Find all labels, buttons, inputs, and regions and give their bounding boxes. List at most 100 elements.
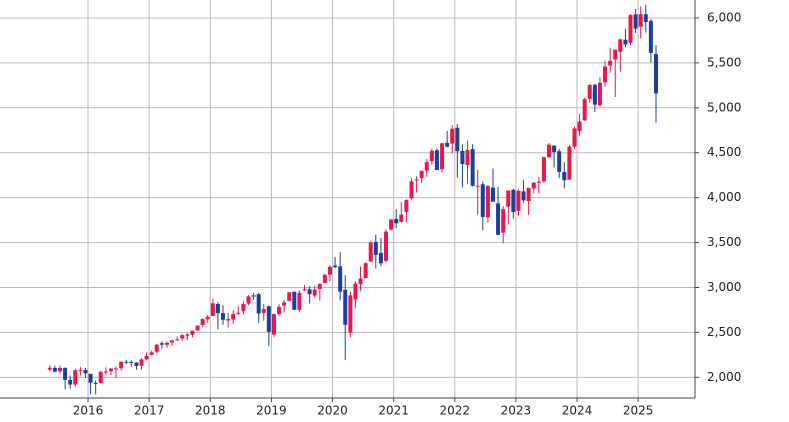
candle-body [378, 252, 383, 264]
candle-body [83, 369, 88, 374]
candle-body [154, 344, 159, 352]
candle-body [562, 172, 567, 181]
candle-body [134, 362, 139, 367]
candle-body [205, 316, 210, 320]
candle-body [170, 340, 175, 343]
candle-body [597, 82, 602, 106]
y-tick-label: 5,500 [707, 55, 741, 69]
x-tick-label: 2025 [623, 404, 654, 418]
candle-body [317, 284, 322, 290]
candle-body [394, 218, 399, 224]
candle-body [226, 319, 231, 321]
x-tick-label: 2022 [440, 404, 471, 418]
candle-body [241, 304, 246, 312]
candle-body [536, 181, 541, 183]
candle-body [470, 149, 475, 186]
candle-body [119, 361, 124, 369]
candle-body [282, 302, 287, 306]
candle-body [465, 150, 470, 166]
candle-body [450, 128, 455, 144]
candle-body [603, 66, 608, 83]
x-tick-label: 2018 [195, 404, 226, 418]
candle-body [195, 325, 200, 331]
candle-body [312, 289, 317, 296]
y-tick-label: 2,500 [707, 325, 741, 339]
candle-body [175, 339, 180, 341]
candle-body [399, 214, 404, 222]
candle-body [389, 219, 394, 230]
candle-body [608, 60, 613, 66]
x-tick-label: 2017 [134, 404, 165, 418]
candle-body [93, 382, 98, 384]
x-tick-label: 2023 [501, 404, 532, 418]
y-tick-label: 4,500 [707, 145, 741, 159]
candle-body [78, 370, 83, 372]
candle-body [582, 99, 587, 121]
candle-body [307, 289, 312, 295]
y-tick-label: 4,000 [707, 190, 741, 204]
candle-body [190, 330, 195, 335]
candle-body [215, 303, 220, 314]
candle-body [511, 189, 516, 213]
candle-body [88, 373, 93, 383]
candle-body [73, 370, 78, 385]
candle-body [261, 309, 266, 313]
candle-body [297, 292, 302, 310]
candle-body [475, 185, 480, 187]
candle-body [577, 121, 582, 131]
candle-body [129, 361, 134, 363]
candle-body [501, 209, 506, 233]
candle-body [409, 181, 414, 199]
candle-body [485, 185, 490, 218]
candle-body [144, 355, 149, 360]
candle-body [63, 367, 68, 380]
y-tick-label: 3,500 [707, 235, 741, 249]
candle-body [384, 231, 389, 261]
candle-body [419, 170, 424, 179]
candle-body [185, 334, 190, 336]
x-tick-label: 2021 [378, 404, 409, 418]
candle-body [404, 200, 409, 212]
candle-body [348, 295, 353, 333]
candle-body [628, 15, 633, 43]
y-tick-label: 5,000 [707, 100, 741, 114]
candle-body [108, 368, 113, 372]
candle-body [587, 84, 592, 100]
candle-body [557, 151, 562, 172]
candle-body [58, 367, 63, 372]
y-tick-label: 3,000 [707, 280, 741, 294]
x-tick-label: 2024 [562, 404, 593, 418]
candle-body [322, 274, 327, 284]
candle-body [363, 263, 368, 279]
candle-body [414, 179, 419, 181]
candle-body [343, 289, 348, 325]
candle-body [480, 184, 485, 217]
candle-body [47, 367, 52, 370]
candle-body [180, 335, 185, 339]
candle-body [52, 367, 57, 372]
candle-body [231, 313, 236, 320]
candle-body [373, 241, 378, 255]
candle-body [210, 303, 215, 316]
candle-body [643, 14, 648, 23]
candle-body [424, 162, 429, 171]
candle-body [139, 359, 144, 366]
candle-body [220, 313, 225, 320]
candle-body [552, 145, 557, 153]
candle-body [572, 128, 577, 147]
candle-body [496, 203, 501, 235]
x-tick-label: 2019 [256, 404, 287, 418]
candle-body [618, 39, 623, 52]
candle-body [246, 296, 251, 304]
y-tick-label: 2,000 [707, 370, 741, 384]
candle-body [460, 151, 465, 165]
candle-body [531, 182, 536, 189]
candle-body [266, 306, 271, 332]
candle-body [149, 352, 154, 355]
candle-body [592, 84, 597, 105]
candle-body [236, 312, 241, 314]
candle-body [271, 314, 276, 335]
candle-body [164, 342, 169, 345]
candle-body [541, 157, 546, 182]
candle-body [251, 295, 256, 297]
